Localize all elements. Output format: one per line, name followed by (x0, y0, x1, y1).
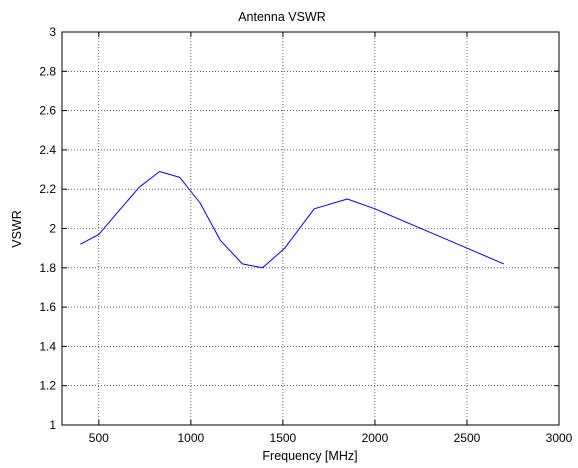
y-tick-label: 2.2 (39, 182, 56, 196)
y-tick-label: 1.8 (39, 261, 56, 275)
axis-ticks: 500 1000 1500 2000 2500 3000 1 1.2 1.4 1.6 1.8 2 2.2… (39, 25, 572, 445)
y-tick-label: 1.2 (39, 379, 56, 393)
y-tick-label: 3 (49, 25, 56, 39)
y-axis-label: VSWR (10, 210, 24, 248)
x-tick-label: 1500 (270, 431, 297, 445)
x-tick-label: 1000 (178, 431, 205, 445)
series-layer (80, 171, 504, 269)
y-tick-label: 1.6 (39, 300, 56, 314)
chart-title: Antenna VSWR (238, 10, 326, 24)
y-tick-label: 2.6 (39, 104, 56, 118)
y-tick-label: 1.4 (39, 339, 56, 353)
x-tick-label: 500 (89, 431, 109, 445)
grid-lines (62, 31, 560, 426)
y-tick-label: 2 (49, 222, 56, 236)
plot-area-frame (61, 31, 560, 426)
x-tick-label: 2000 (362, 431, 389, 445)
x-tick-label: 3000 (546, 431, 573, 445)
series-line-0 (80, 171, 504, 269)
y-tick-label: 1 (49, 418, 56, 432)
y-tick-label: 2.8 (39, 64, 56, 78)
x-axis-label: Frequency [MHz] (262, 449, 357, 463)
x-tick-label: 2500 (454, 431, 481, 445)
y-tick-label: 2.4 (39, 143, 56, 157)
